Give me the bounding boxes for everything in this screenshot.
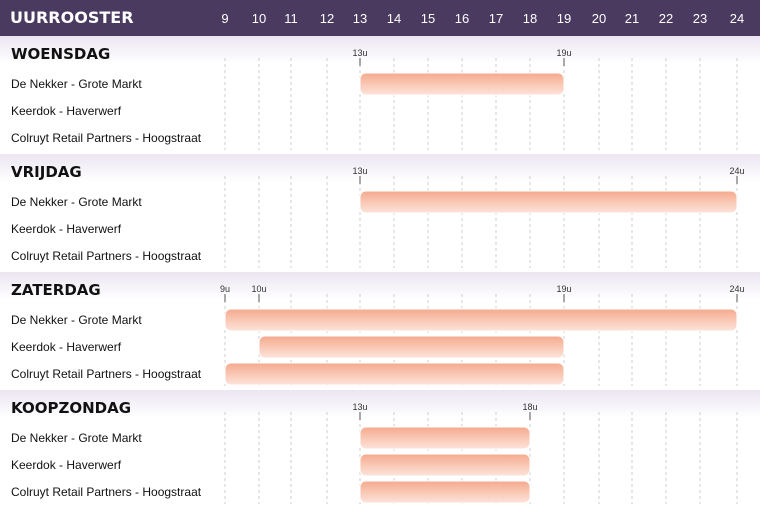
- day-section: WOENSDAG De Nekker - Grote Markt Keerdok -…: [0, 36, 760, 150]
- row-label: De Nekker - Grote Markt: [11, 195, 142, 209]
- time-label: 13u: [352, 166, 367, 176]
- hour-tick-label: 11: [284, 11, 298, 26]
- time-label: 13u: [352, 402, 367, 412]
- row-label: Colruyt Retail Partners - Hoogstraat: [11, 367, 202, 381]
- row-label: Colruyt Retail Partners - Hoogstraat: [11, 249, 202, 263]
- time-label: 18u: [522, 402, 537, 412]
- hour-tick-label: 10: [252, 11, 266, 26]
- header-bar: [0, 0, 760, 36]
- hour-tick-label: 19: [557, 11, 571, 26]
- hour-tick-label: 21: [625, 11, 639, 26]
- day-section: KOOPZONDAG De Nekker - Grote Markt Keerdok…: [0, 390, 760, 504]
- row-label: Keerdok - Haverwerf: [11, 222, 122, 236]
- row-label: De Nekker - Grote Markt: [11, 77, 142, 91]
- time-bar: [359, 426, 531, 450]
- hour-tick-label: 18: [523, 11, 537, 26]
- day-title: VRIJDAG: [11, 163, 82, 181]
- time-label: 24u: [729, 284, 744, 294]
- row-label: De Nekker - Grote Markt: [11, 431, 142, 445]
- day-title: ZATERDAG: [11, 281, 101, 299]
- day-header-band: [0, 154, 760, 182]
- time-label: 24u: [729, 166, 744, 176]
- time-bar: [258, 335, 565, 359]
- chart-title: UURROOSTER: [10, 8, 134, 27]
- row-label: Colruyt Retail Partners - Hoogstraat: [11, 485, 202, 499]
- hour-tick-label: 16: [455, 11, 469, 26]
- hour-tick-label: 12: [320, 11, 334, 26]
- hour-tick-label: 14: [387, 11, 401, 26]
- time-bar: [359, 480, 531, 504]
- hour-tick-label: 22: [659, 11, 673, 26]
- hour-tick-label: 23: [693, 11, 707, 26]
- day-sections: WOENSDAG De Nekker - Grote Markt Keerdok -…: [0, 36, 760, 504]
- hour-tick-label: 20: [592, 11, 606, 26]
- time-label: 13u: [352, 48, 367, 58]
- hour-tick-label: 9: [221, 11, 228, 26]
- time-bar: [359, 453, 531, 477]
- row-label: Keerdok - Haverwerf: [11, 340, 122, 354]
- day-header-band: [0, 390, 760, 418]
- hour-tick-label: 15: [421, 11, 435, 26]
- day-section: ZATERDAG De Nekker - Grote Markt Keerdok -…: [0, 272, 760, 386]
- hour-tick-label: 24: [730, 11, 744, 26]
- hour-tick-label: 13: [353, 11, 367, 26]
- day-title: KOOPZONDAG: [11, 399, 131, 417]
- time-label: 9u: [220, 284, 230, 294]
- day-section: VRIJDAG De Nekker - Grote Markt Keerdok - …: [0, 154, 760, 268]
- row-label: Colruyt Retail Partners - Hoogstraat: [11, 131, 202, 145]
- row-label: Keerdok - Haverwerf: [11, 458, 122, 472]
- time-label: 19u: [556, 48, 571, 58]
- hour-axis: 9 10 11 12 13 14 15 16 17 18 19 20 21 22 23 24: [221, 11, 744, 26]
- hour-tick-label: 17: [489, 11, 503, 26]
- time-label: 10u: [251, 284, 266, 294]
- day-header-band: [0, 36, 760, 64]
- time-label: 19u: [556, 284, 571, 294]
- time-bar: [224, 362, 565, 386]
- day-header-band: [0, 272, 760, 300]
- time-bar: [359, 72, 565, 96]
- row-label: De Nekker - Grote Markt: [11, 313, 142, 327]
- day-title: WOENSDAG: [11, 45, 110, 63]
- row-label: Keerdok - Haverwerf: [11, 104, 122, 118]
- time-bar: [224, 308, 738, 332]
- time-bar: [359, 190, 738, 214]
